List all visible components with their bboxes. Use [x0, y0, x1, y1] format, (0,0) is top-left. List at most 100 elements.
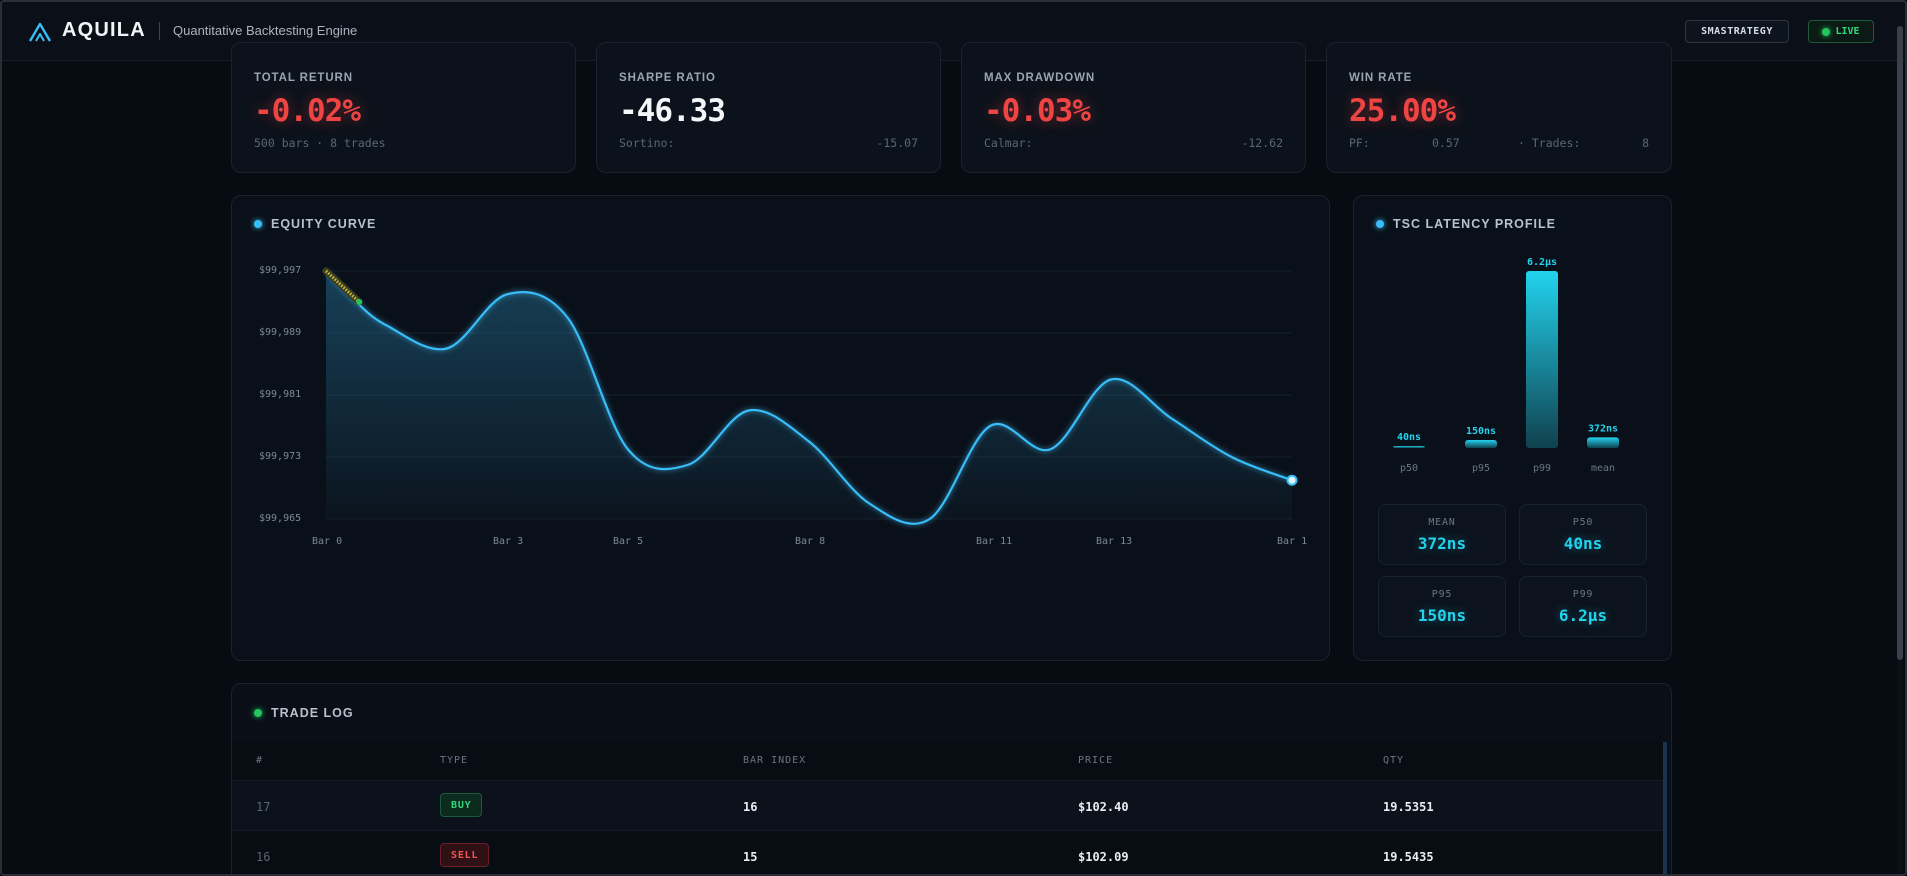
latency-tile-p99: P99 6.2µs: [1519, 576, 1647, 637]
latency-tile-p50: P50 40ns: [1519, 504, 1647, 565]
equity-curve-chart[interactable]: [232, 196, 1331, 662]
latency-bar-p50: [1393, 446, 1425, 448]
equity-end-marker: [1286, 474, 1298, 486]
latency-bar-category-label: p95: [1472, 463, 1490, 474]
stat-sub-value: -15.07: [876, 136, 918, 150]
stat-label: SHARPE RATIO: [619, 72, 716, 84]
stat-card-win-rate: WIN RATE 25.00% PF: 0.57 · Trades: 8: [1326, 42, 1672, 173]
latency-tile-value: 6.2µs: [1558, 606, 1608, 625]
x-tick-label: Bar 3: [493, 536, 524, 547]
stat-subtext: 500 bars · 8 trades: [254, 136, 386, 150]
trade-type-badge: BUY: [440, 793, 483, 817]
x-tick-label: Bar 11: [976, 536, 1013, 547]
latency-tile-label: MEAN: [1428, 517, 1456, 528]
app-subtitle: Quantitative Backtesting Engine: [173, 23, 358, 38]
panel-title-text: TSC LATENCY PROFILE: [1393, 217, 1556, 231]
latency-bar-value-label: 6.2µs: [1527, 257, 1557, 268]
column-header-bar-index: BAR INDEX: [743, 755, 807, 766]
trade-id: 17: [256, 800, 271, 814]
x-tick-label: Bar 0: [312, 536, 343, 547]
latency-tile-label: P99: [1572, 589, 1594, 600]
latency-title: TSC LATENCY PROFILE: [1376, 217, 1556, 231]
live-status-badge[interactable]: LIVE: [1808, 20, 1874, 43]
table-row[interactable]: 17 BUY 16 $102.40 19.5351: [232, 780, 1666, 830]
latency-bar-category-label: p99: [1533, 463, 1551, 474]
y-tick-label: $99,997: [259, 265, 302, 276]
stat-subtext-trades: · Trades:: [1518, 136, 1581, 150]
section-dot-icon: [1376, 220, 1384, 228]
table-scrollbar[interactable]: [1663, 742, 1667, 874]
latency-bar-category-label: p50: [1400, 463, 1418, 474]
page-scrollbar-thumb[interactable]: [1897, 26, 1903, 660]
latency-bar-value-label: 372ns: [1588, 423, 1618, 434]
x-tick-label: Bar 8: [795, 536, 826, 547]
live-indicator-icon: [1822, 27, 1831, 36]
latency-bar-category-label: mean: [1591, 463, 1615, 474]
stat-sub-value: 0.57: [1432, 136, 1460, 150]
stat-label: WIN RATE: [1349, 72, 1413, 84]
trade-price: $102.09: [1078, 850, 1129, 864]
stat-sub-value-trades: 8: [1642, 136, 1649, 150]
stat-card-total-return: TOTAL RETURN -0.02% 500 bars · 8 trades: [231, 42, 576, 173]
stat-value: -0.02%: [254, 93, 361, 129]
latency-tile-label: P50: [1572, 517, 1594, 528]
trade-id: 16: [256, 850, 271, 864]
latency-bar-value-label: 40ns: [1397, 432, 1421, 443]
trade-table: # TYPE BAR INDEX PRICE QTY 17 BUY 16 $10…: [232, 742, 1668, 874]
latency-bar-p99: [1526, 271, 1558, 448]
x-tick-label: Bar 5: [613, 536, 644, 547]
latency-bar-chart: 40ns p50 150ns p95 6.2µs p99 372ns mean: [1393, 257, 1619, 474]
latency-profile-panel: TSC LATENCY PROFILE 40ns p50 150ns p95 6.2µs…: [1353, 195, 1672, 661]
section-dot-icon: [254, 220, 262, 228]
equity-curve-panel: EQUITY CURVE $99,997 $99,989 $99,981 $99…: [231, 195, 1330, 661]
live-status-label: LIVE: [1835, 26, 1860, 37]
stat-subtext: Calmar:: [984, 136, 1033, 150]
latency-bar-value-label: 150ns: [1466, 426, 1496, 437]
strategy-selector-button[interactable]: SMASTRATEGY: [1685, 20, 1789, 43]
y-tick-label: $99,981: [259, 389, 302, 400]
stat-card-sharpe-ratio: SHARPE RATIO -46.33 Sortino: -15.07: [596, 42, 941, 173]
latency-tile-value: 150ns: [1417, 606, 1467, 625]
stat-value: -0.03%: [984, 93, 1091, 129]
latency-tile-label: P95: [1431, 589, 1453, 600]
aquila-logo-icon: [28, 22, 52, 42]
panel-title-text: EQUITY CURVE: [271, 217, 377, 231]
stat-subtext: PF:: [1349, 136, 1370, 150]
y-tick-label: $99,989: [259, 327, 302, 338]
stat-sub-value: -12.62: [1241, 136, 1283, 150]
trade-entry-dot: [356, 299, 363, 305]
trade-log-title: TRADE LOG: [254, 706, 354, 720]
trade-qty: 19.5351: [1383, 800, 1434, 814]
column-header-type: TYPE: [440, 755, 469, 766]
section-dot-icon: [254, 709, 262, 717]
column-header-qty: QTY: [1383, 755, 1405, 766]
trade-qty: 19.5435: [1383, 850, 1434, 864]
latency-tile-value: 40ns: [1563, 534, 1603, 553]
stat-subtext: Sortino:: [619, 136, 675, 150]
page-scrollbar[interactable]: [1897, 2, 1903, 874]
panel-title-text: TRADE LOG: [271, 706, 354, 720]
trade-type-badge: SELL: [440, 843, 490, 867]
table-row[interactable]: 16 SELL 15 $102.09 19.5435: [232, 830, 1666, 874]
column-header-id: #: [256, 755, 264, 766]
y-tick-label: $99,965: [259, 513, 302, 524]
trade-marker: [322, 267, 363, 306]
latency-tile-p95: P95 150ns: [1378, 576, 1506, 637]
latency-bar-p95: [1465, 440, 1497, 448]
header-divider: [159, 22, 160, 40]
trade-log-panel: TRADE LOG # TYPE BAR INDEX PRICE QTY 17 …: [231, 683, 1672, 874]
stat-label: MAX DRAWDOWN: [984, 72, 1096, 84]
stat-value: -46.33: [619, 93, 726, 129]
stat-label: TOTAL RETURN: [254, 72, 353, 84]
equity-curve-title: EQUITY CURVE: [254, 217, 376, 231]
column-header-price: PRICE: [1078, 755, 1114, 766]
y-tick-label: $99,973: [259, 451, 302, 462]
trade-bar-index: 15: [743, 850, 758, 864]
stat-value: 25.00%: [1349, 93, 1456, 129]
stat-card-max-drawdown: MAX DRAWDOWN -0.03% Calmar: -12.62: [961, 42, 1306, 173]
x-tick-label: Bar 13: [1096, 536, 1133, 547]
latency-bar-mean: [1587, 437, 1619, 448]
trade-price: $102.40: [1078, 800, 1129, 814]
brand-name: AQUILA: [62, 19, 146, 41]
